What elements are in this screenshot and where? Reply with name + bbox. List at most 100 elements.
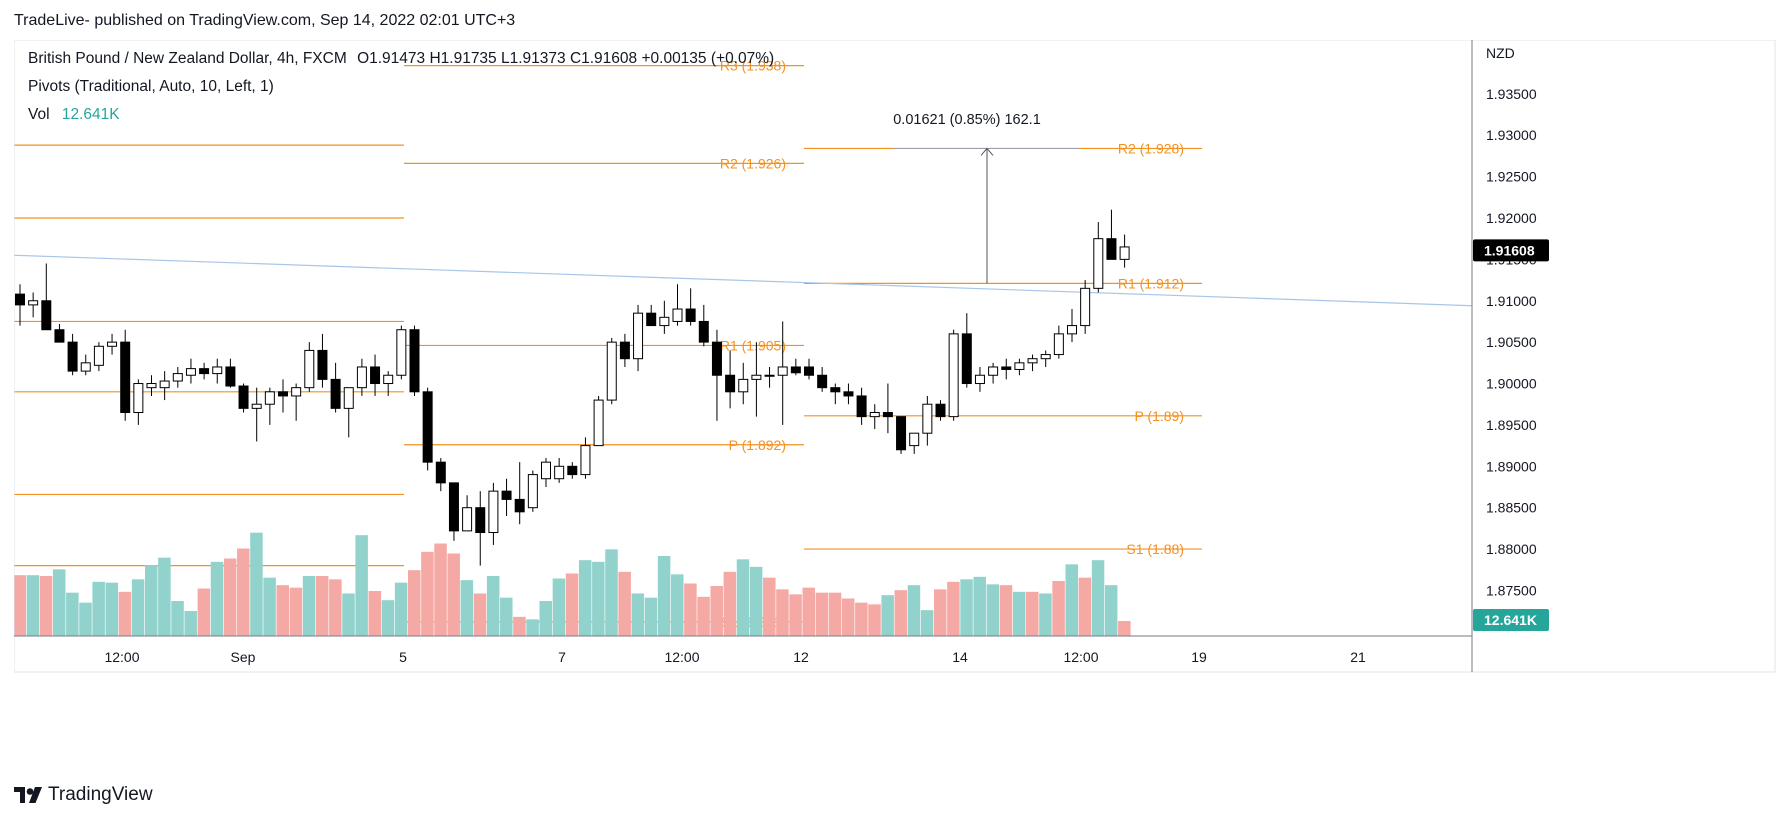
time-tick-label: Sep xyxy=(231,649,256,665)
pivot-label-2: R2 (1.926) xyxy=(720,155,786,171)
chart-svg[interactable]: R3 (1.938) R2 (1.926) R1 (1.905) P (1.892) S… xyxy=(13,39,1776,770)
volume-bar xyxy=(802,587,815,636)
volume-bar xyxy=(421,551,434,636)
measure-label: 0.01621 (0.85%) 162.1 xyxy=(893,112,1041,128)
volume-bar xyxy=(473,593,487,636)
candle-body xyxy=(238,385,249,409)
axes: NZD1.935001.930001.925001.920001.915001.… xyxy=(13,39,1776,673)
chart-frame[interactable]: R3 (1.938) R2 (1.926) R1 (1.905) P (1.892) S… xyxy=(13,39,1776,770)
volume-bar xyxy=(999,585,1013,636)
candle-body xyxy=(909,432,920,447)
candle-body xyxy=(698,320,709,343)
candle-body xyxy=(107,341,118,347)
volume-bar xyxy=(315,576,329,636)
candle-body xyxy=(199,368,210,375)
candle-body xyxy=(41,300,52,331)
candle-body xyxy=(448,482,459,532)
candle-body xyxy=(409,329,420,393)
candle-body xyxy=(120,341,131,413)
volume-bar xyxy=(934,589,947,636)
candle-body xyxy=(1001,366,1012,370)
legend-vol-label[interactable]: Vol xyxy=(28,106,50,123)
candle-body xyxy=(882,412,893,418)
volume-bar xyxy=(920,610,934,636)
candle-body xyxy=(1053,333,1064,356)
candle-body xyxy=(264,391,275,405)
volume-bar xyxy=(605,549,618,636)
pivot-label-0: R3 (1.938) xyxy=(720,58,786,74)
volume-bar xyxy=(947,581,960,636)
volume-bar xyxy=(1052,581,1065,636)
plot-border xyxy=(13,39,1776,673)
volume-bar xyxy=(526,619,539,636)
time-tick-label: 12:00 xyxy=(1063,649,1098,665)
candle-body xyxy=(606,341,617,401)
candle-body xyxy=(580,445,591,476)
volume-bar xyxy=(460,580,474,636)
legend-vol-value: 12.641K xyxy=(61,106,120,123)
volume-bar xyxy=(644,597,658,636)
candle-body xyxy=(93,345,104,366)
candle-body xyxy=(370,366,381,385)
volume-bar xyxy=(736,559,750,636)
price-tick-label: 1.88500 xyxy=(1486,500,1537,516)
candle-body xyxy=(54,329,65,343)
volume-bar xyxy=(841,598,855,636)
volume-bar xyxy=(986,584,1000,636)
volume-bar xyxy=(723,571,737,636)
volume-bar xyxy=(776,589,789,636)
volume-bar xyxy=(381,600,395,636)
volume-bar xyxy=(394,582,408,636)
volume-bar xyxy=(710,586,723,636)
candle-body xyxy=(435,461,446,484)
candle-body xyxy=(593,399,604,447)
volume-bar xyxy=(237,548,250,636)
volume-bar xyxy=(408,570,421,636)
time-tick-label: 14 xyxy=(952,649,968,665)
volume-bar xyxy=(131,579,145,636)
volume-bar xyxy=(881,595,894,636)
candle-body xyxy=(988,366,999,376)
candle-body xyxy=(291,387,302,397)
price-tick-label: 1.91000 xyxy=(1486,293,1537,309)
volume-bar xyxy=(868,604,881,636)
volume-bar xyxy=(263,577,276,636)
price-tick-label: 1.92500 xyxy=(1486,169,1537,185)
candle-body xyxy=(527,474,538,509)
pivot-label-13: P (1.89) xyxy=(1134,408,1184,424)
candle-body xyxy=(1014,362,1025,370)
volume-bar xyxy=(66,592,79,636)
last-price-label: 1.91608 xyxy=(1484,242,1535,258)
candle-body xyxy=(1067,325,1077,335)
volume-bar xyxy=(158,557,171,636)
candle-body xyxy=(488,490,499,534)
candle-body xyxy=(146,383,157,389)
candle-body xyxy=(317,349,328,380)
legend-pivots[interactable]: Pivots (Traditional, Auto, 10, Left, 1) xyxy=(28,78,274,95)
candle-body xyxy=(1093,238,1104,289)
last-volume-badge xyxy=(1473,609,1549,631)
volume-bar xyxy=(1012,591,1026,636)
volume-bar xyxy=(684,583,697,636)
candle-body xyxy=(685,308,696,322)
tradingview-brand[interactable]: TradingView xyxy=(14,784,153,806)
candle-body xyxy=(567,465,578,476)
volume-bar xyxy=(145,565,158,636)
legend-symbol[interactable]: British Pound / New Zealand Dollar, 4h, … xyxy=(28,50,347,67)
volume-bar xyxy=(250,532,263,636)
last-price-badge xyxy=(1473,239,1549,262)
volume-bar xyxy=(1078,577,1092,636)
volume-bar xyxy=(1026,591,1039,636)
volume-bar xyxy=(552,578,566,636)
candle-body xyxy=(343,387,354,409)
candle-body xyxy=(330,378,341,409)
brand-name: TradingView xyxy=(48,784,153,805)
candle-body xyxy=(751,374,762,380)
candle-body xyxy=(843,391,854,397)
volume-bar xyxy=(592,561,605,636)
candle-body xyxy=(278,391,288,397)
volume-bar xyxy=(973,576,986,636)
candle-body xyxy=(225,366,236,387)
volume-bar xyxy=(815,592,829,636)
volume-bar xyxy=(828,592,842,636)
